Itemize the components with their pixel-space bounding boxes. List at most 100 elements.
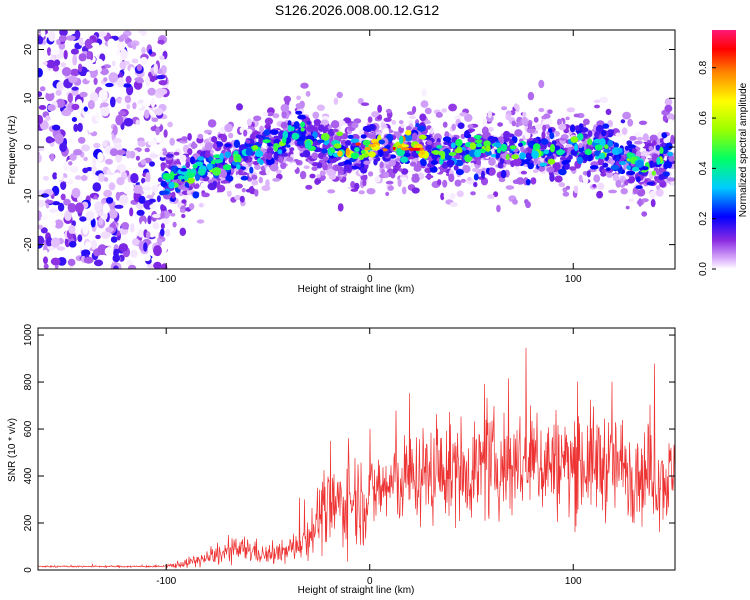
spectrogram-blob bbox=[40, 30, 46, 38]
spectrogram-blob bbox=[651, 170, 656, 176]
spectrogram-blob bbox=[128, 264, 137, 269]
spectrogram-blob bbox=[313, 119, 321, 125]
spectrogram-blob bbox=[306, 120, 312, 126]
spectrogram-blob bbox=[512, 199, 518, 205]
spectrogram-blob bbox=[305, 184, 313, 190]
spectrogram-blob bbox=[332, 128, 339, 133]
spectrogram-blob bbox=[516, 177, 525, 185]
spectrogram-blob bbox=[149, 204, 157, 210]
spectrogram-blob bbox=[442, 121, 448, 128]
spectrogram-blob bbox=[102, 140, 108, 147]
spectrogram-blob bbox=[123, 117, 134, 127]
spectrogram-blob bbox=[132, 42, 137, 50]
spectrogram-blob bbox=[662, 114, 668, 122]
spectrogram-blob bbox=[141, 221, 146, 230]
spectrogram-hotspot bbox=[392, 146, 396, 150]
spectrogram-blob bbox=[592, 184, 597, 188]
spectrogram-blob bbox=[117, 41, 126, 52]
spectrogram-blob bbox=[62, 177, 70, 182]
spectrogram-blob bbox=[165, 153, 174, 158]
spectrogram-blob bbox=[187, 133, 192, 141]
spectrogram-blob bbox=[305, 140, 312, 148]
spectrogram-blob bbox=[67, 92, 74, 103]
spectrogram-blob bbox=[398, 168, 403, 172]
spectrogram-blob bbox=[638, 198, 643, 207]
spectrogram-blob bbox=[345, 147, 350, 156]
spectrogram-blob bbox=[85, 71, 91, 81]
spectrogram-blob bbox=[59, 142, 67, 152]
spectrogram-blob bbox=[49, 208, 59, 213]
snr-frame bbox=[37, 327, 676, 571]
spectrogram-blob bbox=[162, 173, 172, 180]
spectrogram-blob bbox=[382, 151, 389, 157]
spectrogram-blob bbox=[391, 120, 397, 125]
spectrogram-blob bbox=[181, 187, 190, 191]
spectrogram-blob bbox=[350, 138, 360, 143]
spectrogram-blob bbox=[108, 72, 119, 83]
spectrogram-blob bbox=[383, 117, 392, 123]
snr-x-label: Height of straight line (km) bbox=[298, 585, 415, 596]
spectrogram-blob bbox=[353, 182, 360, 190]
spectrogram-blob bbox=[245, 147, 253, 156]
spectrogram-blob bbox=[664, 97, 673, 107]
spectrogram-blob bbox=[543, 149, 550, 155]
spectrogram-blob bbox=[111, 60, 116, 67]
spectrogram-blob bbox=[409, 170, 417, 175]
spectrogram-blob bbox=[92, 182, 102, 192]
spectrogram-blob bbox=[173, 151, 180, 156]
spectrogram-blob bbox=[97, 173, 105, 183]
spectrogram-blob bbox=[131, 58, 139, 64]
spectrogram-blob bbox=[558, 168, 567, 176]
spectrogram-blob bbox=[337, 203, 344, 212]
spectrogram-blob bbox=[487, 110, 492, 119]
spectrogram-blob bbox=[208, 156, 213, 162]
spectrogram-blob bbox=[625, 205, 630, 210]
spectrogram-blob bbox=[74, 30, 81, 40]
spectrogram-blob bbox=[77, 234, 83, 242]
spectrogram-blob bbox=[570, 136, 579, 143]
spectrogram-blob bbox=[120, 33, 128, 40]
spectrogram-blob bbox=[136, 209, 145, 216]
spectrogram-blob bbox=[454, 179, 462, 187]
spectrogram-blob bbox=[584, 148, 592, 156]
spectrogram-blob bbox=[440, 192, 445, 201]
spectrogram-blob bbox=[66, 138, 75, 144]
spectrogram-blob bbox=[196, 219, 205, 224]
spectrogram-blob bbox=[626, 170, 636, 176]
spectrogram-blob bbox=[578, 142, 583, 149]
spectrogram-blob bbox=[413, 165, 422, 172]
spectrogram-blob bbox=[38, 153, 42, 164]
spectrogram-blob bbox=[622, 111, 631, 120]
spectrogram-blob bbox=[624, 145, 630, 151]
spectrogram-blob bbox=[114, 204, 124, 209]
spectrogram-blob bbox=[601, 130, 607, 137]
spectrogram-blob bbox=[185, 161, 191, 169]
spectrogram-blob bbox=[467, 136, 476, 144]
spectrogram-blob bbox=[318, 124, 325, 132]
spectrogram-blob bbox=[500, 143, 508, 152]
spectrogram-blob bbox=[665, 142, 673, 151]
spectrogram-blob bbox=[251, 174, 258, 181]
spectrogram-blob bbox=[146, 263, 155, 269]
spectrogram-blob bbox=[546, 166, 555, 173]
spectrogram-blob bbox=[456, 190, 464, 198]
spectrogram-blob bbox=[649, 190, 656, 199]
spectrogram-blob bbox=[146, 194, 154, 199]
snr-y-tick-label: 0 bbox=[23, 567, 34, 573]
spectrogram-blob bbox=[329, 157, 337, 164]
spectrogram-blob bbox=[522, 111, 527, 118]
spectrogram-blob bbox=[169, 137, 175, 146]
spectrogram-blob bbox=[635, 176, 641, 183]
snr-y-tick-label: 600 bbox=[23, 420, 34, 437]
spectrogram-blob bbox=[635, 185, 643, 190]
spectrogram-blob bbox=[303, 165, 310, 169]
spectrogram-blob bbox=[275, 169, 282, 174]
spectrogram-blob bbox=[129, 67, 135, 77]
spectrogram-blob bbox=[144, 109, 150, 119]
spectrogram-blob bbox=[566, 107, 575, 113]
spectrogram-blob bbox=[379, 161, 384, 169]
spectrogram-blob bbox=[158, 80, 168, 86]
spectrogram-blob bbox=[306, 124, 316, 133]
spectrogram-blob bbox=[316, 104, 325, 111]
spectrogram-blob bbox=[359, 156, 364, 160]
